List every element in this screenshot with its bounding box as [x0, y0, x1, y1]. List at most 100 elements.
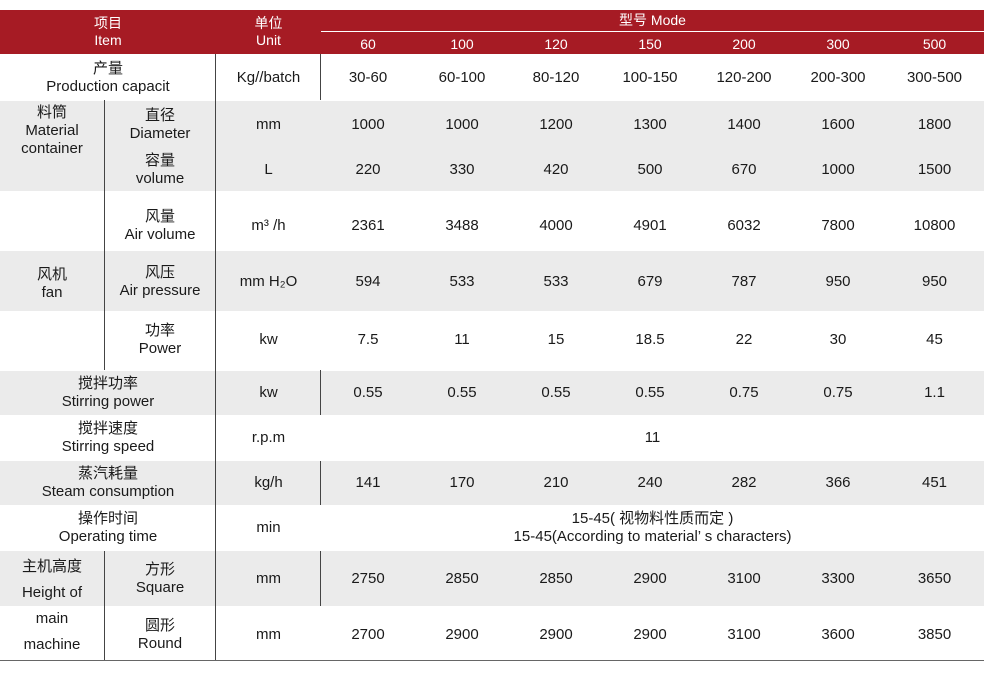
table-cell: 0.75 — [823, 384, 853, 401]
table-cell: 950 — [921, 273, 948, 290]
table-cell: 1800 — [917, 116, 952, 133]
table-cell: 2700 — [351, 626, 385, 643]
table-cell: 366 — [825, 474, 851, 491]
table-cell: 1000 — [445, 116, 479, 133]
row-round-unit: mm — [256, 626, 281, 643]
table-cell: 1000 — [351, 116, 385, 133]
table-cell: 2900 — [633, 626, 667, 643]
table-cell: 787 — [731, 273, 757, 290]
table-cell: 100-150 — [622, 69, 678, 86]
table-cell: 2750 — [351, 570, 385, 587]
table-cell: 240 — [637, 474, 663, 491]
band-steam — [0, 461, 984, 505]
table-cell: 3100 — [727, 570, 761, 587]
table-cell: 220 — [355, 161, 381, 178]
column-divider-unit — [320, 54, 321, 100]
column-divider-unit — [320, 551, 321, 606]
column-divider-item — [215, 54, 216, 660]
row-square-label: 方形 Square — [135, 561, 185, 596]
row-volume-label: 容量 volume — [135, 152, 185, 187]
row-stirring-power-label: 搅拌功率 Stirring power — [61, 375, 155, 410]
row-operating-unit: min — [256, 519, 281, 536]
table-cell: 2850 — [539, 570, 573, 587]
table-cell: 0.55 — [635, 384, 665, 401]
header-model-100: 100 — [450, 35, 474, 52]
table-cell: 80-120 — [532, 69, 580, 86]
table-cell: 2361 — [351, 217, 385, 234]
table-cell: 60-100 — [438, 69, 486, 86]
column-divider-sub — [104, 191, 105, 370]
column-divider-unit — [320, 370, 321, 415]
table-cell: 1600 — [821, 116, 855, 133]
row-air-volume-unit: m³ /h — [251, 217, 286, 234]
header-unit-en: Unit — [256, 32, 281, 48]
row-stirring-speed-value: 11 — [644, 429, 661, 446]
table-cell: 22 — [735, 331, 753, 348]
table-cell: 170 — [449, 474, 475, 491]
table-cell: 45 — [926, 331, 943, 348]
table-cell: 3650 — [917, 570, 952, 587]
table-cell: 950 — [825, 273, 851, 290]
table-cell: 2850 — [445, 570, 479, 587]
table-cell: 2900 — [633, 570, 667, 587]
table-cell: 210 — [543, 474, 569, 491]
table-cell: 451 — [921, 474, 948, 491]
row-stirring-speed-unit: r.p.m — [251, 429, 286, 446]
header-model-label: 型号 Mode — [619, 12, 686, 28]
table-cell: 282 — [731, 474, 757, 491]
row-stirring-speed-label: 搅拌速度 Stirring speed — [61, 420, 155, 455]
table-cell: 11 — [454, 331, 470, 348]
row-operating-label: 操作时间 Operating time — [58, 510, 158, 545]
table-cell: 200-300 — [810, 69, 866, 86]
table-cell: 15 — [547, 331, 565, 348]
header-model-120: 120 — [544, 35, 568, 52]
table-cell: 1500 — [917, 161, 952, 178]
table-cell: 2900 — [539, 626, 573, 643]
table-cell: 1000 — [821, 161, 855, 178]
row-power-label: 功率 Power — [138, 322, 182, 357]
header-unit: 单位 Unit — [216, 10, 321, 54]
band-air-pressure — [0, 251, 984, 311]
table-cell: 330 — [449, 161, 475, 178]
table-cell: 4901 — [633, 217, 667, 234]
header-model-300: 300 — [826, 35, 850, 52]
table-cell: 533 — [543, 273, 569, 290]
row-separator — [0, 370, 984, 371]
table-cell: 120-200 — [716, 69, 772, 86]
header-item-cn: 项目 — [94, 15, 122, 31]
header-unit-cn: 单位 — [254, 15, 283, 31]
column-divider-sub — [104, 100, 105, 191]
table-cell: 3100 — [727, 626, 761, 643]
table-bottom-border — [0, 660, 984, 661]
header-model-500: 500 — [922, 35, 947, 52]
column-divider-unit — [320, 461, 321, 505]
table-cell: 3300 — [821, 570, 855, 587]
band-square — [0, 551, 984, 606]
table-cell: 0.55 — [353, 384, 383, 401]
row-square-unit: mm — [256, 570, 281, 587]
table-cell: 0.55 — [447, 384, 477, 401]
header-divider — [321, 31, 984, 32]
row-round-label: 圆形 Round — [137, 617, 183, 652]
table-cell: 500 — [637, 161, 663, 178]
table-cell: 300-500 — [906, 69, 963, 86]
header-model-60: 60 — [360, 35, 376, 52]
row-production-label: 产量 Production capacit — [46, 60, 170, 95]
table-cell: 1200 — [539, 116, 573, 133]
header-item: 项目 Item — [0, 10, 216, 54]
row-steam-unit: kg/h — [254, 474, 283, 491]
table-cell: 141 — [355, 474, 381, 491]
header-model-150: 150 — [638, 35, 662, 52]
row-volume-unit: L — [264, 161, 273, 178]
table-cell: 679 — [637, 273, 663, 290]
table-cell: 2900 — [445, 626, 479, 643]
row-diameter-unit: mm — [256, 116, 281, 133]
row-production-unit: Kg//batch — [236, 69, 301, 86]
row-separator — [0, 100, 984, 101]
row-air-pressure-unit: mm H₂O — [239, 273, 298, 290]
table-cell: 1400 — [727, 116, 761, 133]
table-cell: 7.5 — [357, 331, 379, 348]
row-height-label: 主机高度 Height of main machine — [21, 558, 83, 653]
band-stirring-power — [0, 370, 984, 415]
header-model-200: 200 — [732, 35, 756, 52]
